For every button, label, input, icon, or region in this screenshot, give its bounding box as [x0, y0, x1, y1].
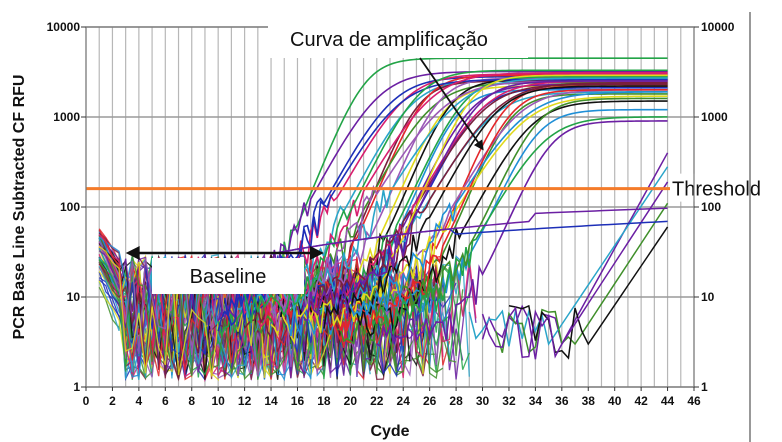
- y-tick-label-right: 10000: [701, 20, 735, 34]
- x-tick-label: 34: [529, 394, 543, 408]
- x-tick-label: 6: [162, 394, 169, 408]
- x-tick-label: 30: [476, 394, 490, 408]
- baseline-noise-trace: [98, 250, 371, 379]
- curve-arrow: [419, 57, 484, 151]
- y-tick-label-left: 100: [60, 200, 80, 214]
- x-tick-label: 46: [687, 394, 701, 408]
- drift-curve: [270, 207, 668, 255]
- amplification-curves: [217, 57, 669, 360]
- amplification-curve: [376, 120, 668, 348]
- late-amplification-curve: [468, 166, 669, 347]
- x-tick-label: 14: [264, 394, 278, 408]
- y-tick-label-right: 1000: [701, 110, 728, 124]
- x-tick-label: 2: [109, 394, 116, 408]
- x-tick-label: 4: [136, 394, 143, 408]
- y-tick-label-left: 1: [73, 380, 80, 394]
- y-axis-label: PCR Base Line Subtracted CF RFU: [11, 75, 28, 340]
- x-tick-label: 26: [423, 394, 437, 408]
- x-tick-label: 28: [449, 394, 463, 408]
- threshold-label-bg: [670, 173, 782, 202]
- baseline-arrowhead-left: [125, 246, 140, 260]
- y-tick-label-right: 100: [701, 200, 721, 214]
- x-tick-label: 32: [502, 394, 516, 408]
- amplification-curve: [323, 85, 668, 329]
- y-tick-label-left: 10: [67, 290, 81, 304]
- amplification-curve: [323, 81, 668, 331]
- late-amplification-curve: [481, 181, 669, 359]
- late-amplification-curve: [495, 202, 669, 354]
- x-axis-label: Cyde: [370, 423, 409, 440]
- amplification-curve: [303, 80, 668, 322]
- amplification-curve: [349, 95, 668, 325]
- amplification-curve: [283, 77, 668, 312]
- x-tick-label: 36: [555, 394, 569, 408]
- amplification-curve: [243, 69, 668, 324]
- annotations: Curva de amplificação Baseline: [125, 18, 528, 294]
- amplification-curve: [363, 108, 668, 318]
- x-tick-label: 40: [608, 394, 622, 408]
- baseline-arrowhead-right: [309, 246, 324, 260]
- amplification-curve: [336, 88, 668, 332]
- amplification-curve: [362, 97, 668, 317]
- amplification-curve: [310, 83, 668, 316]
- curve-annotation-label: Curva de amplificação: [290, 29, 488, 51]
- x-tick-label: 8: [188, 394, 195, 408]
- baseline-label-bg: [152, 258, 304, 294]
- amplification-curve: [369, 116, 668, 335]
- x-tick-label: 44: [661, 394, 675, 408]
- amplification-curve: [217, 70, 668, 322]
- x-tick-label: 0: [83, 394, 90, 408]
- x-tick-label: 18: [317, 394, 331, 408]
- y-tick-label-left: 10000: [47, 20, 81, 34]
- x-tick-label: 22: [370, 394, 384, 408]
- x-tick-label: 38: [582, 394, 596, 408]
- amplification-curve: [349, 91, 668, 318]
- late-amplification-curve: [508, 226, 669, 360]
- x-tick-label: 10: [211, 394, 225, 408]
- baseline-label: Baseline: [190, 266, 267, 288]
- y-tick-label-right: 1: [701, 380, 708, 394]
- x-tick-label: 42: [634, 394, 648, 408]
- x-tick-label: 20: [344, 394, 358, 408]
- amplification-curve: [297, 74, 668, 334]
- threshold-label: Threshold: [672, 179, 761, 201]
- axes: 0 2 4 6 8 10 12 14 16 18 20 22 24 26 28 30 32 34 36 38 40 42 4…: [11, 12, 751, 442]
- x-tick-label: 16: [291, 394, 305, 408]
- y-tick-label-right: 10: [701, 290, 715, 304]
- x-tick-label: 24: [397, 394, 411, 408]
- curve-label-bg: [268, 18, 528, 58]
- y-tick-label-left: 1000: [53, 110, 80, 124]
- x-tick-label: 12: [238, 394, 252, 408]
